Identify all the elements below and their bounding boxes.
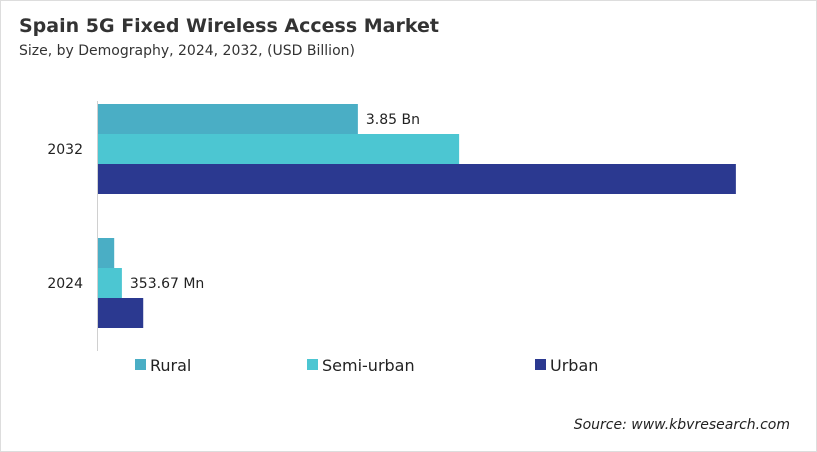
source-note: Source: www.kbvresearch.com — [573, 417, 790, 433]
bar-rural-2024 — [98, 238, 115, 268]
bar-urban-2024 — [98, 298, 144, 328]
bar-rural-2032 — [98, 104, 358, 134]
legend-swatch-rural — [135, 359, 146, 370]
legend-label-urban: Urban — [550, 356, 598, 375]
legend-swatch-urban — [535, 359, 546, 370]
data-label-semi-urban-2024: 353.67 Mn — [130, 276, 204, 292]
legend-label-rural: Rural — [150, 356, 191, 375]
category-label-2024: 2024 — [47, 276, 83, 292]
bar-urban-2032 — [98, 164, 736, 194]
legend-swatch-semi-urban — [307, 359, 318, 370]
data-label-rural-2032: 3.85 Bn — [366, 112, 420, 128]
chart-title: Spain 5G Fixed Wireless Access Market — [19, 15, 439, 37]
bar-semi-urban-2032 — [98, 134, 460, 164]
chart-subtitle: Size, by Demography, 2024, 2032, (USD Bi… — [19, 43, 355, 59]
legend-label-semi-urban: Semi-urban — [322, 356, 415, 375]
bar-semi-urban-2024 — [98, 268, 122, 298]
category-label-2032: 2032 — [47, 142, 83, 158]
